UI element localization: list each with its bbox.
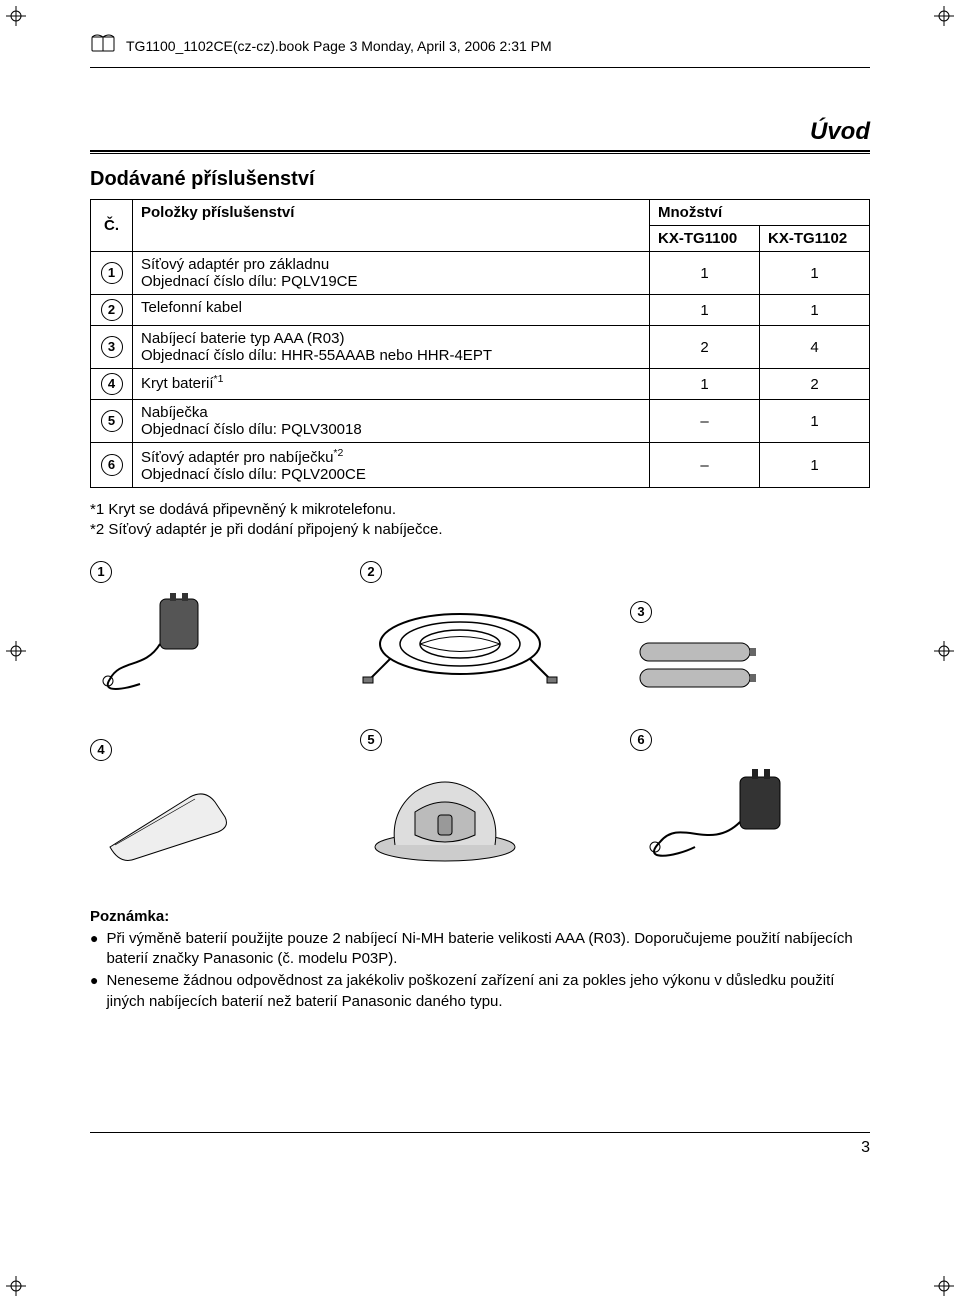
col-item: Položky příslušenství <box>133 200 650 252</box>
note-block: Poznámka: ● Při výměně baterií použijte … <box>90 907 870 1012</box>
crop-mark-icon <box>6 641 26 661</box>
cable-icon <box>360 589 560 699</box>
item-desc: Síťový adaptér pro nabíječku*2 Objednací… <box>133 443 650 488</box>
item-desc: Telefonní kabel <box>133 295 650 326</box>
col-model-b: KX-TG1102 <box>760 226 870 252</box>
item-desc: Nabíječka Objednací číslo dílu: PQLV3001… <box>133 400 650 443</box>
item-number: 6 <box>101 454 123 476</box>
header-rule <box>90 67 870 68</box>
accessory-image-4: 4 <box>90 739 330 867</box>
accessory-image-6: 6 <box>630 729 870 867</box>
bullet-icon: ● <box>90 929 98 970</box>
note-bullet: ● Neneseme žádnou odpovědnost za jakékol… <box>90 971 870 1012</box>
battery-cover-icon <box>90 767 250 867</box>
subheading: Dodávané příslušenství <box>90 168 900 191</box>
col-model-a: KX-TG1100 <box>650 226 760 252</box>
batteries-icon <box>630 629 770 699</box>
adapter2-icon <box>630 757 800 867</box>
pdf-header-line: TG1100_1102CE(cz-cz).book Page 3 Monday,… <box>126 38 552 54</box>
item-desc: Nabíjecí baterie typ AAA (R03) Objednací… <box>133 326 650 369</box>
crop-mark-icon <box>934 641 954 661</box>
section-title: Úvod <box>90 118 870 146</box>
charger-icon <box>360 757 530 867</box>
item-number: 5 <box>101 410 123 432</box>
item-desc: Síťový adaptér pro základnu Objednací čí… <box>133 252 650 295</box>
item-number: 2 <box>101 299 123 321</box>
footnote-2: *2 Síťový adaptér je při dodání připojen… <box>90 520 870 540</box>
footnote-1: *1 Kryt se dodává připevněný k mikrotele… <box>90 500 870 520</box>
item-number: 3 <box>101 336 123 358</box>
note-title: Poznámka: <box>90 907 870 927</box>
footnotes: *1 Kryt se dodává připevněný k mikrotele… <box>90 500 870 541</box>
item-number: 4 <box>101 373 123 395</box>
footer-rule <box>90 1132 870 1133</box>
book-icon <box>90 30 116 61</box>
crop-mark-icon <box>6 6 26 26</box>
note-bullet: ● Při výměně baterií použijte pouze 2 na… <box>90 929 870 970</box>
adapter-icon <box>90 589 240 699</box>
page-number: 3 <box>90 1139 870 1157</box>
crop-mark-icon <box>934 6 954 26</box>
accessory-image-5: 5 <box>360 729 600 867</box>
col-qty: Množství <box>650 200 870 226</box>
accessory-image-1: 1 <box>90 561 330 699</box>
item-desc: Kryt baterií*1 <box>133 369 650 400</box>
crop-mark-icon <box>934 1276 954 1296</box>
accessory-image-3: 3 <box>630 601 870 699</box>
section-rule <box>90 150 870 154</box>
crop-mark-icon <box>6 1276 26 1296</box>
table-row: 6 Síťový adaptér pro nabíječku*2 Objedna… <box>91 443 870 488</box>
table-row: 4 Kryt baterií*1 1 2 <box>91 369 870 400</box>
bullet-icon: ● <box>90 971 98 1012</box>
table-row: 1 Síťový adaptér pro základnu Objednací … <box>91 252 870 295</box>
item-number: 1 <box>101 262 123 284</box>
col-number: Č. <box>91 200 133 252</box>
table-row: 3 Nabíjecí baterie typ AAA (R03) Objedna… <box>91 326 870 369</box>
table-row: 2 Telefonní kabel 1 1 <box>91 295 870 326</box>
table-row: 5 Nabíječka Objednací číslo dílu: PQLV30… <box>91 400 870 443</box>
accessory-image-2: 2 <box>360 561 600 699</box>
accessories-table: Č. Položky příslušenství Množství KX-TG1… <box>90 199 870 488</box>
